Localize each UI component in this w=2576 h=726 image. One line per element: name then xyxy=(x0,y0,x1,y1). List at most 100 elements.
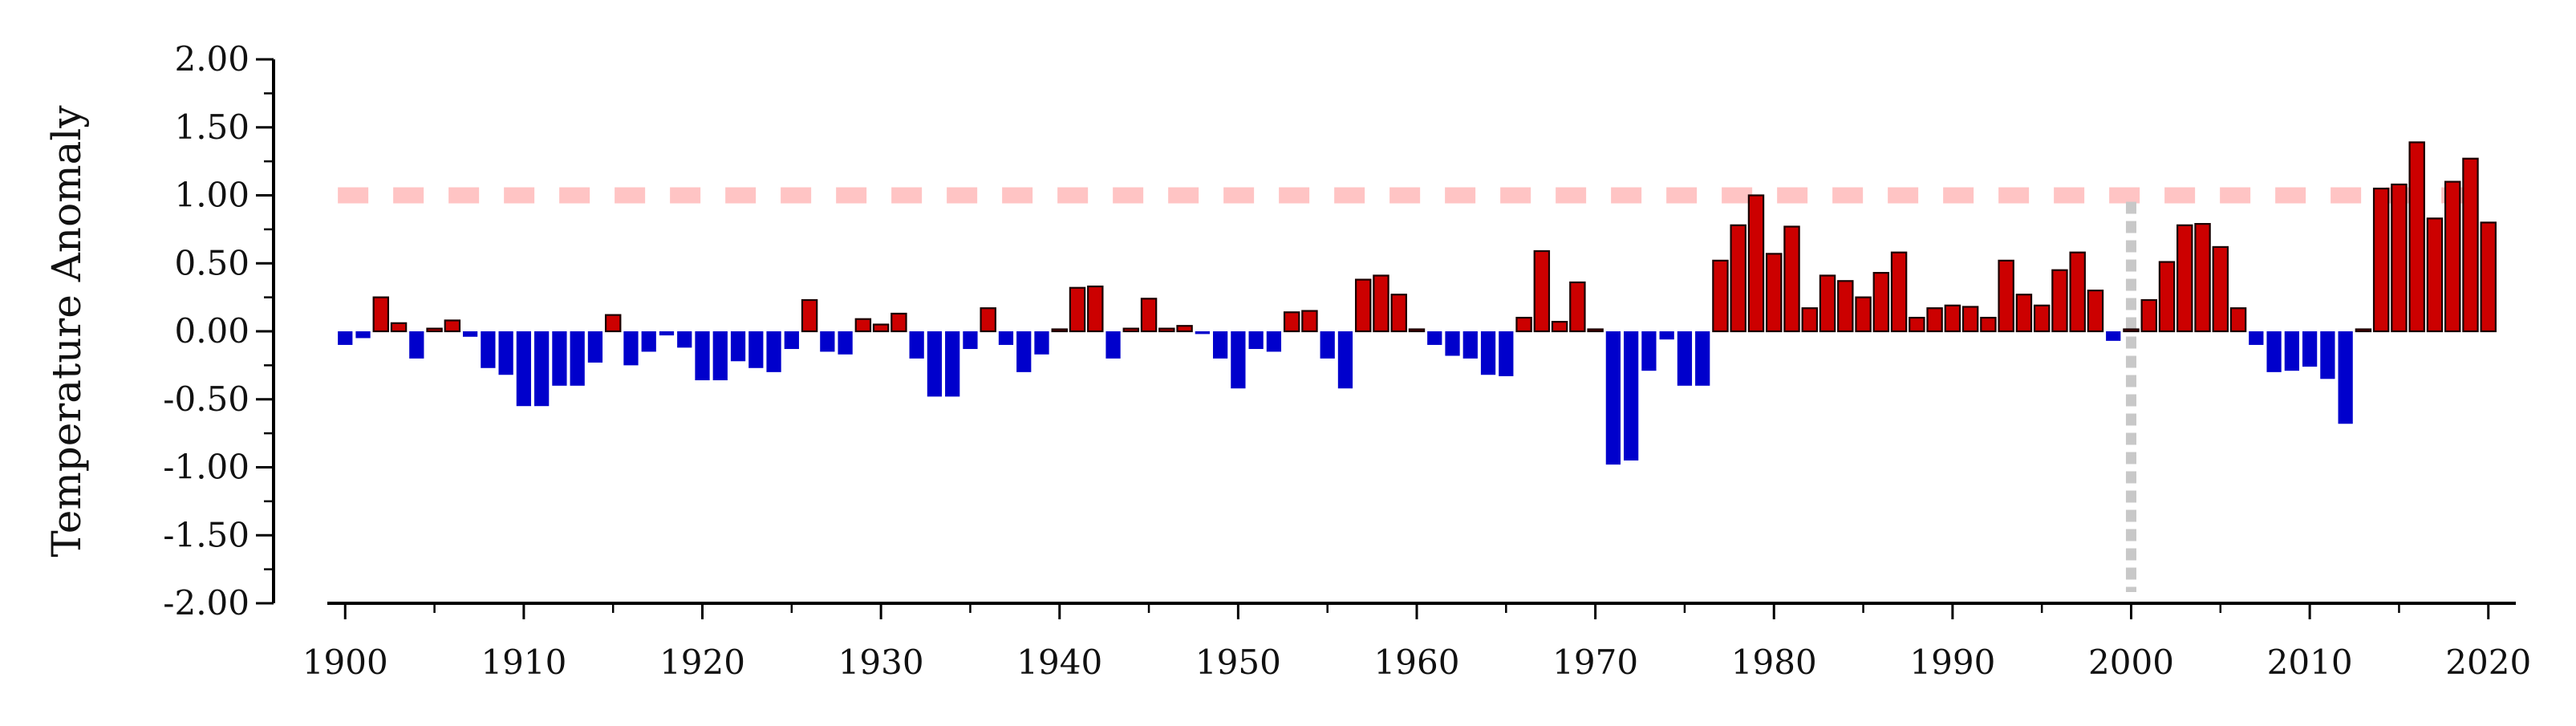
bar-1993 xyxy=(1998,259,2014,333)
y-tick-label: 1.00 xyxy=(174,176,249,215)
bar-2005 xyxy=(2212,245,2229,333)
bar-1916 xyxy=(623,331,639,366)
bar-1961 xyxy=(1427,331,1442,345)
labels-layer: Temperature Anomaly 2.00 1.50 1.00 0.50 0.00… xyxy=(43,39,2531,682)
bar-1990 xyxy=(1944,304,1961,333)
bar-1959 xyxy=(1390,294,1407,333)
bar-1930 xyxy=(872,323,890,333)
bar-1926 xyxy=(801,298,818,333)
x-tick-label: 2020 xyxy=(2445,643,2531,682)
bar-1982 xyxy=(1801,307,1818,333)
bar-2006 xyxy=(2229,307,2247,333)
bar-1914 xyxy=(587,331,603,363)
bar-1987 xyxy=(1890,251,1908,333)
bar-1944 xyxy=(1122,327,1140,333)
bar-1960 xyxy=(1408,328,1426,333)
bar-1947 xyxy=(1176,325,1193,333)
bar-1904 xyxy=(409,331,424,359)
bar-1903 xyxy=(390,322,408,333)
bar-2019 xyxy=(2462,157,2479,333)
y-tick-label: 0.50 xyxy=(174,243,249,282)
y-tick-label: -1.00 xyxy=(163,448,249,487)
bar-1986 xyxy=(1872,272,1890,333)
x-tick-label: 1950 xyxy=(1195,643,1281,682)
bar-1943 xyxy=(1105,331,1121,359)
bar-1952 xyxy=(1266,331,1282,352)
y-tick-label: 0.00 xyxy=(174,311,249,351)
bar-2009 xyxy=(2284,331,2299,371)
bar-1967 xyxy=(1533,249,1551,333)
bar-1938 xyxy=(1016,331,1032,372)
bar-1963 xyxy=(1462,331,1478,359)
x-tick-label: 1900 xyxy=(302,643,388,682)
reference-lines-layer xyxy=(338,187,2495,592)
bar-1951 xyxy=(1248,331,1264,350)
bar-1934 xyxy=(945,331,960,397)
bar-1983 xyxy=(1819,274,1836,333)
bar-1912 xyxy=(552,331,567,386)
bar-1946 xyxy=(1158,327,1175,333)
bar-1996 xyxy=(2051,269,2068,333)
bar-1972 xyxy=(1624,331,1639,461)
x-tick-label: 1920 xyxy=(659,643,745,682)
bar-1908 xyxy=(481,331,496,368)
bar-1906 xyxy=(444,319,461,333)
bar-2015 xyxy=(2391,183,2408,333)
bar-2002 xyxy=(2158,261,2176,333)
bar-1999 xyxy=(2106,331,2121,341)
bar-1900 xyxy=(338,331,353,345)
bar-1975 xyxy=(1677,331,1693,386)
bar-1925 xyxy=(784,331,799,350)
bar-1922 xyxy=(730,331,746,362)
x-tick-label: 1940 xyxy=(1016,643,1102,682)
bar-1992 xyxy=(1980,316,1997,333)
bar-1909 xyxy=(498,331,513,375)
bar-1939 xyxy=(1034,331,1049,355)
bars-layer xyxy=(338,141,2497,465)
axes-layer xyxy=(256,58,2516,619)
bar-1929 xyxy=(854,318,872,333)
bar-2003 xyxy=(2176,224,2193,333)
bar-1995 xyxy=(2033,304,2051,333)
bar-1979 xyxy=(1747,194,1765,333)
x-tick-label: 1980 xyxy=(1731,643,1817,682)
x-tick-label: 1990 xyxy=(1909,643,1995,682)
bar-2014 xyxy=(2372,187,2390,333)
bar-1928 xyxy=(838,331,853,355)
bar-2000 xyxy=(2123,328,2140,333)
bar-1971 xyxy=(1605,331,1621,465)
y-tick-label: 2.00 xyxy=(174,39,249,79)
bar-1921 xyxy=(712,331,728,381)
bar-1945 xyxy=(1140,298,1158,333)
bar-1937 xyxy=(998,331,1014,345)
bar-1932 xyxy=(909,331,924,359)
bar-1997 xyxy=(2069,251,2086,333)
bar-1942 xyxy=(1087,285,1104,333)
x-tick-label: 1930 xyxy=(838,643,924,682)
bar-1933 xyxy=(927,331,943,397)
bar-1969 xyxy=(1569,281,1586,333)
bar-1973 xyxy=(1641,331,1657,371)
bar-1927 xyxy=(820,331,835,352)
x-tick-label: 1960 xyxy=(1374,643,1460,682)
bar-2011 xyxy=(2320,331,2335,379)
bar-1915 xyxy=(604,314,622,333)
bar-1911 xyxy=(534,331,550,407)
bar-1901 xyxy=(355,331,371,339)
bar-1965 xyxy=(1499,331,1514,376)
bar-1994 xyxy=(2015,294,2033,333)
bar-2007 xyxy=(2249,331,2264,345)
bar-1940 xyxy=(1051,328,1068,333)
bar-1954 xyxy=(1301,310,1318,333)
bar-2020 xyxy=(2480,221,2497,333)
bar-1977 xyxy=(1712,259,1729,333)
bar-2012 xyxy=(2338,331,2353,424)
bar-1913 xyxy=(570,331,585,386)
bar-2013 xyxy=(2355,328,2372,333)
bar-2018 xyxy=(2444,180,2461,333)
bar-2017 xyxy=(2426,217,2444,333)
bar-1991 xyxy=(1961,306,1979,333)
bar-1985 xyxy=(1855,296,1872,333)
